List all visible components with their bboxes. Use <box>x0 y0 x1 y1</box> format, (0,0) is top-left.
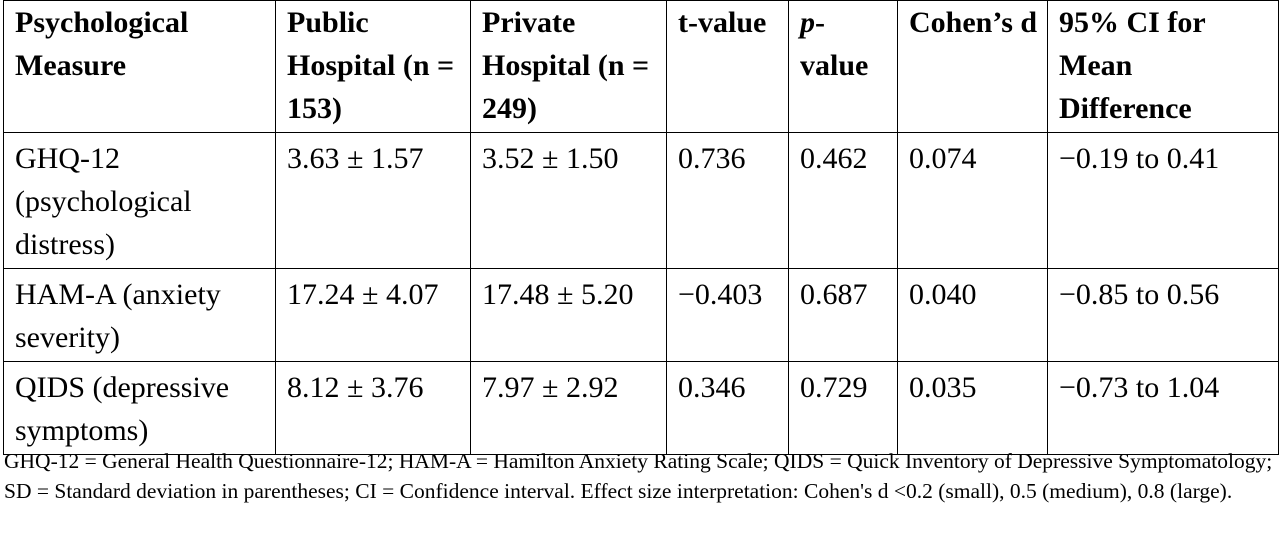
cell-p-value: 0.462 <box>788 132 898 269</box>
cell-ci: −0.85 to 0.56 <box>1047 268 1279 362</box>
header-measure: Psychological Measure <box>3 0 276 133</box>
cell-ci: −0.73 to 1.04 <box>1047 361 1279 455</box>
header-private-hospital: Private Hospital (n = 249) <box>470 0 667 133</box>
cell-public: 17.24 ± 4.07 <box>275 268 471 362</box>
header-ci: 95% CI for Mean Difference <box>1047 0 1279 133</box>
cell-measure: QIDS (depressive symptoms) <box>3 361 276 455</box>
header-p-rest: -value <box>800 6 869 82</box>
cell-cohens-d: 0.074 <box>897 132 1048 269</box>
table-row: HAM-A (anxiety severity) 17.24 ± 4.07 17… <box>3 268 1279 362</box>
cell-private: 17.48 ± 5.20 <box>470 268 667 362</box>
cell-public: 3.63 ± 1.57 <box>275 132 471 269</box>
header-row: Psychological Measure Public Hospital (n… <box>3 0 1279 133</box>
cell-private: 3.52 ± 1.50 <box>470 132 667 269</box>
cell-ci: −0.19 to 0.41 <box>1047 132 1279 269</box>
cell-cohens-d: 0.035 <box>897 361 1048 455</box>
cell-t-value: 0.736 <box>666 132 789 269</box>
cell-private: 7.97 ± 2.92 <box>470 361 667 455</box>
table-row: QIDS (depressive symptoms) 8.12 ± 3.76 7… <box>3 361 1279 455</box>
cell-p-value: 0.729 <box>788 361 898 455</box>
cell-cohens-d: 0.040 <box>897 268 1048 362</box>
header-t-value: t-value <box>666 0 789 133</box>
table-row: GHQ-12 (psychological distress) 3.63 ± 1… <box>3 132 1279 269</box>
cell-t-value: 0.346 <box>666 361 789 455</box>
results-table: Psychological Measure Public Hospital (n… <box>3 0 1279 455</box>
header-p-italic: p <box>800 6 815 39</box>
cell-measure: GHQ-12 (psychological distress) <box>3 132 276 269</box>
table-body: GHQ-12 (psychological distress) 3.63 ± 1… <box>3 132 1279 455</box>
header-cohens-d: Cohen’s d <box>897 0 1048 133</box>
cell-p-value: 0.687 <box>788 268 898 362</box>
table-header: Psychological Measure Public Hospital (n… <box>3 0 1279 133</box>
cell-t-value: −0.403 <box>666 268 789 362</box>
cell-public: 8.12 ± 3.76 <box>275 361 471 455</box>
header-public-hospital: Public Hospital (n = 153) <box>275 0 471 133</box>
table-footnote: GHQ-12 = General Health Questionnaire-12… <box>4 449 1273 503</box>
cell-measure: HAM-A (anxiety severity) <box>3 268 276 362</box>
header-p-value: p-value <box>788 0 898 133</box>
